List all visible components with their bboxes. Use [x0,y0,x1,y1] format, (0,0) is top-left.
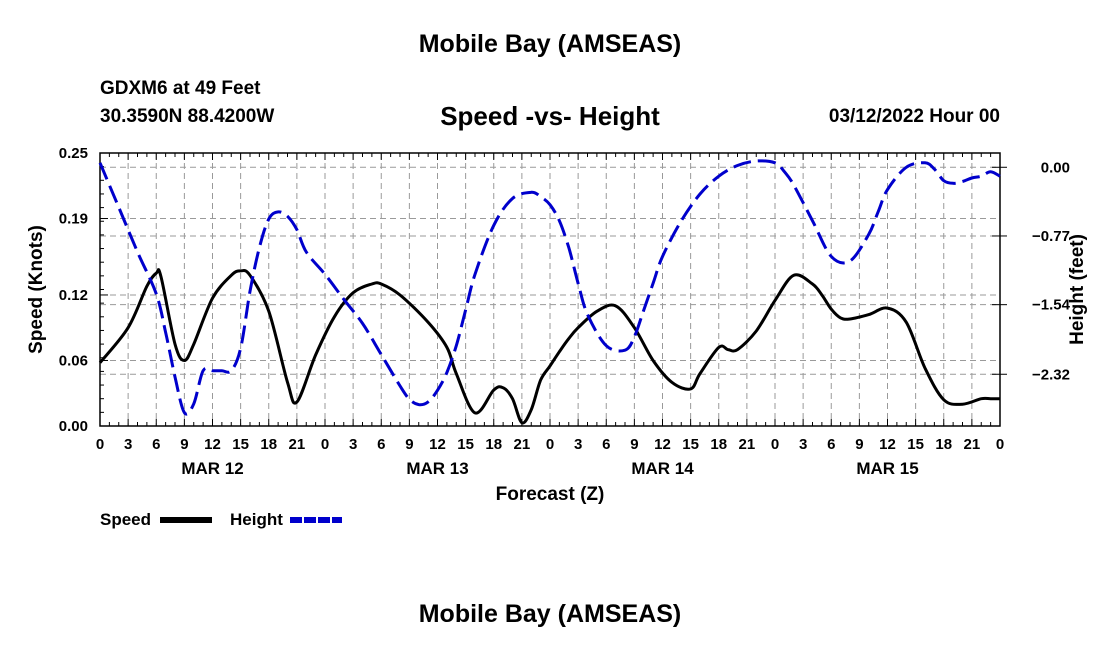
x-tick-label: 15 [907,436,924,453]
x-tick-label: 9 [405,436,413,453]
x-tick-label: 21 [964,436,981,453]
series-line-height [98,159,1001,416]
y2-tick-label: −1.54 [1032,297,1071,314]
x-tick-label: 0 [546,436,554,453]
coordinates-label: 30.3590N 88.4200W [100,106,275,127]
y2-tick-label: 0.00 [1041,159,1070,176]
x-tick-label: 3 [349,436,357,453]
x-tick-label: 18 [935,436,952,453]
x-tick-label: 15 [682,436,699,453]
x-tick-label: 18 [260,436,277,453]
x-tick-label: 0 [321,436,329,453]
x-tick-label: 18 [485,436,502,453]
x-tick-label: 12 [429,436,446,453]
x-tick-label: 9 [855,436,863,453]
x-tick-label: 12 [204,436,221,453]
x-tick-label: 0 [771,436,779,453]
y-tick-label: 0.25 [59,145,88,162]
x-tick-label: 0 [996,436,1004,453]
series-line-speed [98,268,1000,425]
station-label: GDXM6 at 49 Feet [100,78,261,99]
bottom-title: Mobile Bay (AMSEAS) [418,600,682,628]
x-tick-label: 0 [96,436,104,453]
y-tick-label: 0.12 [59,287,88,304]
x-tick-label: 3 [574,436,582,453]
y2-axis-title: Height (feet) [1067,234,1088,345]
x-tick-label: 6 [377,436,385,453]
x-axis-title: Forecast (Z) [496,484,605,505]
x-tick-label: 12 [654,436,671,453]
x-tick-label: 15 [457,436,474,453]
y2-tick-label: −0.77 [1032,228,1070,245]
legend-label-height: Height [230,510,283,529]
x-tick-label: 12 [879,436,896,453]
date-label: MAR 12 [181,459,243,478]
y-axis-title: Speed (Knots) [26,225,47,354]
x-tick-label: 9 [630,436,638,453]
y-tick-label: 0.19 [59,211,88,228]
x-tick-label: 21 [289,436,306,453]
x-tick-label: 6 [602,436,610,453]
y2-tick-label: −2.32 [1032,366,1070,383]
x-tick-label: 3 [124,436,132,453]
y-tick-label: 0.06 [59,352,88,369]
x-tick-label: 6 [827,436,835,453]
date-label: MAR 15 [856,459,918,478]
date-label: MAR 13 [406,459,468,478]
x-tick-label: 9 [180,436,188,453]
x-tick-label: 21 [514,436,531,453]
x-tick-label: 3 [799,436,807,453]
x-tick-label: 21 [739,436,756,453]
x-tick-label: 6 [152,436,160,453]
y-tick-label: 0.00 [59,418,88,435]
date-label: MAR 14 [631,459,694,478]
legend-label-speed: Speed [100,510,151,529]
forecast-datetime: 03/12/2022 Hour 00 [828,106,1000,127]
chart-subtitle: Speed -vs- Height [440,101,660,131]
x-tick-label: 18 [710,436,727,453]
page-title: Mobile Bay (AMSEAS) [418,30,682,58]
x-tick-label: 15 [232,436,249,453]
